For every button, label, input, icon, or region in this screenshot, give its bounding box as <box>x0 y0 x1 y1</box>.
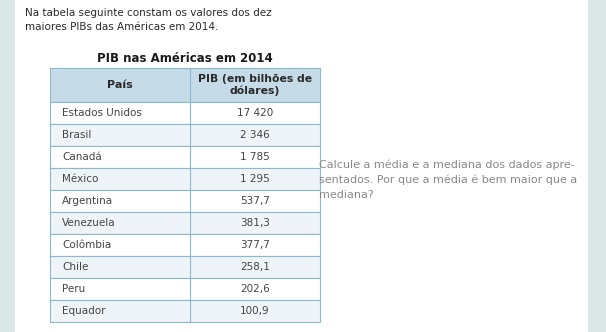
Text: México: México <box>62 174 98 184</box>
Text: 537,7: 537,7 <box>240 196 270 206</box>
Bar <box>50 300 320 322</box>
Text: Argentina: Argentina <box>62 196 113 206</box>
Text: Na tabela seguinte constam os valores dos dez
maiores PIBs das Américas em 2014.: Na tabela seguinte constam os valores do… <box>25 8 271 32</box>
Text: 377,7: 377,7 <box>240 240 270 250</box>
Text: 1 295: 1 295 <box>240 174 270 184</box>
Text: 381,3: 381,3 <box>240 218 270 228</box>
Bar <box>50 278 320 300</box>
Bar <box>50 234 320 256</box>
Text: Canadá: Canadá <box>62 152 102 162</box>
Bar <box>50 68 320 102</box>
Text: Brasil: Brasil <box>62 130 92 140</box>
Text: Calcule a média e a mediana dos dados apre-
sentados. Por que a média é bem maio: Calcule a média e a mediana dos dados ap… <box>319 159 577 200</box>
Text: PIB nas Américas em 2014: PIB nas Américas em 2014 <box>97 52 273 65</box>
Text: Chile: Chile <box>62 262 88 272</box>
Bar <box>50 168 320 190</box>
Text: 100,9: 100,9 <box>240 306 270 316</box>
Bar <box>50 256 320 278</box>
Text: 202,6: 202,6 <box>240 284 270 294</box>
Text: PIB (em bilhões de
dólares): PIB (em bilhões de dólares) <box>198 74 312 96</box>
Bar <box>588 0 606 332</box>
Bar <box>0 0 15 332</box>
Bar <box>50 190 320 212</box>
Text: Estados Unidos: Estados Unidos <box>62 108 142 118</box>
Bar <box>50 102 320 124</box>
Bar <box>50 146 320 168</box>
Text: Peru: Peru <box>62 284 85 294</box>
Text: Equador: Equador <box>62 306 105 316</box>
Bar <box>50 124 320 146</box>
Text: 258,1: 258,1 <box>240 262 270 272</box>
Text: Colômbia: Colômbia <box>62 240 112 250</box>
Text: País: País <box>107 80 133 90</box>
Bar <box>50 212 320 234</box>
Text: 1 785: 1 785 <box>240 152 270 162</box>
Text: Venezuela: Venezuela <box>62 218 116 228</box>
Text: 2 346: 2 346 <box>240 130 270 140</box>
Text: 17 420: 17 420 <box>237 108 273 118</box>
